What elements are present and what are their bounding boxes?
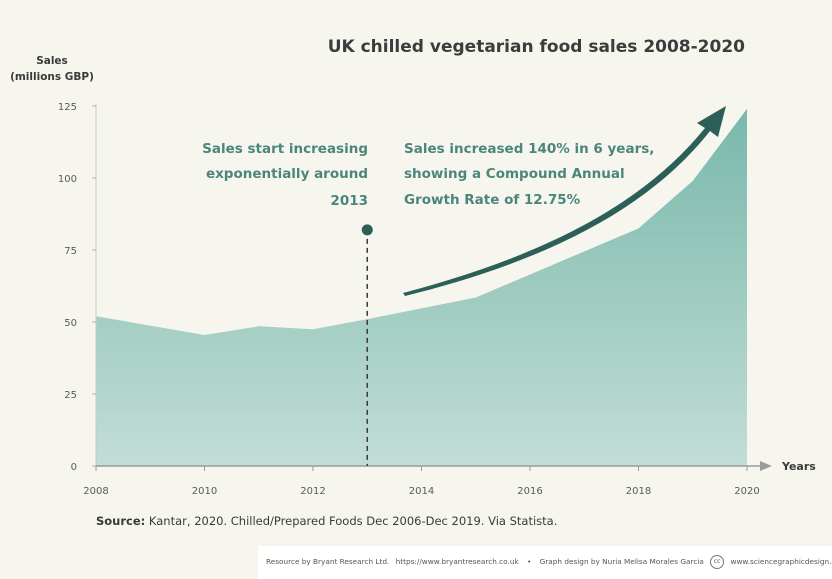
y-axis-label-line1: Sales [36, 55, 68, 67]
y-tick-label: 50 [64, 318, 77, 329]
footer-separator: • [527, 557, 532, 566]
y-tick-label: 25 [64, 390, 77, 401]
annotation-growth-line2: showing a Compound Annual [404, 166, 625, 182]
y-tick-label: 0 [71, 462, 77, 473]
x-tick-label: 2016 [517, 486, 542, 497]
annotation-growth-line1: Sales increased 140% in 6 years, [404, 141, 654, 157]
y-tick-label: 75 [64, 246, 77, 257]
y-tick-label: 100 [58, 174, 77, 185]
footer-design-url[interactable]: www.sciencegraphicdesign.com [730, 557, 832, 566]
credits-footer: Resource by Bryant Research Ltd. https:/… [258, 546, 832, 579]
source-note: Source: Kantar, 2020. Chilled/Prepared F… [96, 514, 557, 528]
x-tick-label: 2014 [409, 486, 434, 497]
creative-commons-icon: cc [710, 555, 725, 569]
x-tick-label: 2010 [192, 486, 217, 497]
x-axis-arrowhead [760, 461, 772, 471]
sales-area [96, 108, 747, 467]
source-label: Source: [96, 514, 146, 528]
y-axis-label-line2: (millions GBP) [10, 71, 94, 83]
x-axis-label: Years [781, 460, 816, 473]
y-tick-label: 125 [58, 102, 77, 113]
footer-resource-url[interactable]: https://www.bryantresearch.co.uk [395, 557, 519, 566]
annotation-dot [361, 224, 373, 236]
footer-design: Graph design by Nuria Melisa Morales Gar… [539, 557, 704, 566]
x-tick-label: 2008 [83, 486, 108, 497]
source-text: Kantar, 2020. Chilled/Prepared Foods Dec… [145, 514, 558, 528]
annotation-growth-line3: Growth Rate of 12.75% [404, 192, 581, 208]
annotation-exp-line3: 2013 [330, 193, 368, 209]
x-tick-label: 2012 [300, 486, 325, 497]
footer-resource: Resource by Bryant Research Ltd. [266, 557, 390, 566]
annotation-exp-line1: Sales start increasing [202, 141, 368, 157]
x-tick-label: 2018 [626, 486, 651, 497]
x-tick-label: 2020 [734, 486, 759, 497]
chart-title: UK chilled vegetarian food sales 2008-20… [328, 37, 745, 57]
annotation-exp-line2: exponentially around [206, 166, 368, 182]
y-ticks: 0 25 50 75 100 125 [58, 102, 96, 473]
x-ticks: 2008 2010 2012 2014 2016 2018 2020 [83, 466, 760, 497]
